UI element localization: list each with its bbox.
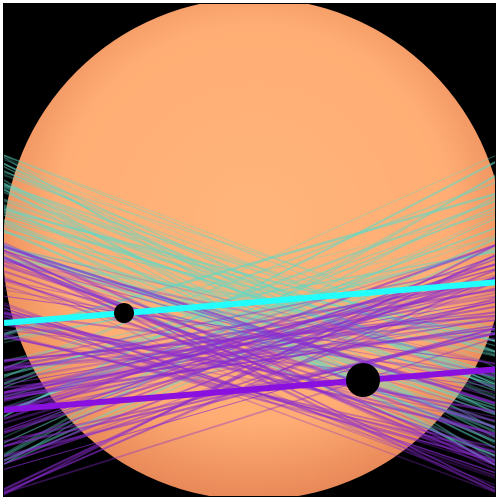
fan-b-line	[4, 337, 495, 422]
fan-b-line	[4, 244, 495, 421]
fan-b-line	[4, 300, 495, 412]
fan-a-line	[4, 219, 495, 414]
fan-b-line	[4, 260, 495, 377]
transit-path-cyan-main	[4, 279, 495, 326]
fan-b-line	[4, 289, 495, 372]
fan-a-line	[4, 185, 495, 389]
fan-a-line	[4, 225, 495, 392]
fan-b-line	[4, 270, 495, 437]
fan-a-line	[4, 173, 495, 356]
fan-b-line	[4, 276, 495, 494]
fan-a-line	[4, 227, 495, 413]
transit-paths-purple	[4, 242, 495, 496]
fan-b-line	[4, 256, 495, 466]
fan-b-line	[4, 311, 495, 362]
fan-a-line	[4, 207, 495, 353]
fan-a-line	[4, 251, 495, 341]
fan-a-line	[4, 214, 495, 375]
transit-path-purple-main	[4, 366, 495, 413]
fan-b-line	[4, 305, 495, 394]
fan-b-line	[4, 309, 495, 493]
fan-b-line	[4, 264, 495, 364]
fan-b-line	[4, 322, 495, 413]
fan-a-line	[4, 209, 495, 388]
fan-a-line	[4, 156, 495, 462]
fan-a-line	[4, 250, 495, 362]
fan-b-line	[4, 297, 495, 465]
fan-b-line	[4, 249, 495, 489]
fan-a-line	[4, 174, 495, 457]
fan-b-line	[4, 244, 495, 462]
fan-a-line	[4, 159, 495, 368]
fan-b-line	[4, 335, 495, 453]
fan-a-line	[4, 175, 495, 465]
fan-b-line	[4, 242, 495, 464]
fan-b-line	[4, 319, 495, 394]
fan-b-line	[4, 275, 495, 492]
fan-a-line	[4, 198, 495, 332]
fan-a-line	[4, 184, 495, 353]
fan-b-line	[4, 261, 495, 452]
fan-b-line	[4, 254, 495, 491]
fan-b-line	[4, 274, 495, 397]
fan-b-line	[4, 312, 495, 479]
fan-b-line	[4, 258, 495, 366]
fan-b-line	[4, 249, 495, 405]
fan-a-line	[4, 192, 495, 336]
fan-b-line	[4, 277, 495, 394]
fan-b-line	[4, 301, 495, 401]
planet-small	[114, 303, 134, 323]
fan-a-line	[4, 208, 495, 342]
fan-a-line	[4, 179, 495, 466]
fan-b-line	[4, 311, 495, 378]
fan-a-line	[4, 191, 495, 400]
fan-b-line	[4, 277, 495, 454]
fan-b-line	[4, 337, 495, 495]
planet-large	[346, 363, 380, 397]
fan-a-line	[4, 192, 495, 336]
